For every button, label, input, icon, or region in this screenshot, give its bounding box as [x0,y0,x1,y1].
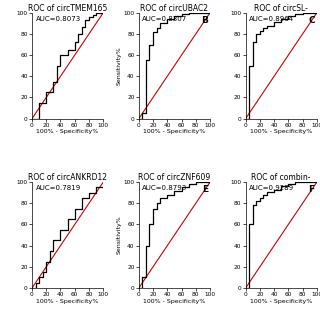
Text: F: F [308,185,315,194]
Title: ROC of circTMEM165: ROC of circTMEM165 [28,4,107,13]
Text: C: C [308,16,315,25]
X-axis label: 100% - Specificity%: 100% - Specificity% [250,299,312,304]
Text: AUC=0.8073: AUC=0.8073 [36,16,81,22]
Title: ROC of circANKRD12: ROC of circANKRD12 [28,173,107,182]
Text: AUC=0.8964: AUC=0.8964 [249,16,294,22]
Text: AUC=0.9289: AUC=0.9289 [249,185,294,191]
Y-axis label: Sensitivity%: Sensitivity% [117,216,122,254]
X-axis label: 100% - Specificity%: 100% - Specificity% [36,299,99,304]
Title: ROC of circSL-: ROC of circSL- [254,4,308,13]
X-axis label: 100% - Specificity%: 100% - Specificity% [250,129,312,134]
Title: ROC of combin-: ROC of combin- [252,173,311,182]
Text: AUC=0.8793: AUC=0.8793 [142,185,188,191]
Y-axis label: Sensitivity%: Sensitivity% [117,46,122,85]
X-axis label: 100% - Specificity%: 100% - Specificity% [36,129,99,134]
Text: B: B [201,16,208,25]
X-axis label: 100% - Specificity%: 100% - Specificity% [143,299,205,304]
Title: ROC of circUBAC2: ROC of circUBAC2 [140,4,208,13]
Text: AUC=0.8307: AUC=0.8307 [142,16,188,22]
Title: ROC of circZNF609: ROC of circZNF609 [138,173,211,182]
Text: E: E [202,185,208,194]
X-axis label: 100% - Specificity%: 100% - Specificity% [143,129,205,134]
Text: AUC=0.7819: AUC=0.7819 [36,185,81,191]
